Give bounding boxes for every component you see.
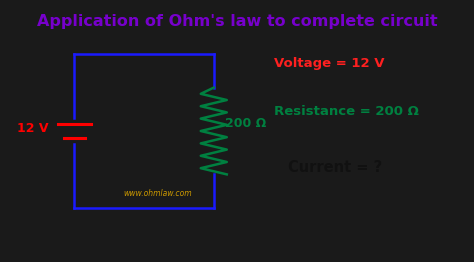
Text: Resistance = 200 Ω: Resistance = 200 Ω [274,105,419,118]
Text: 12 V: 12 V [18,122,49,135]
Text: Voltage = 12 V: Voltage = 12 V [274,57,385,70]
Text: 200 Ω: 200 Ω [226,117,267,130]
Text: Current = ?: Current = ? [288,160,383,175]
Text: www.ohmlaw.com: www.ohmlaw.com [124,189,192,198]
Text: Application of Ohm's law to complete circuit: Application of Ohm's law to complete cir… [36,14,438,29]
